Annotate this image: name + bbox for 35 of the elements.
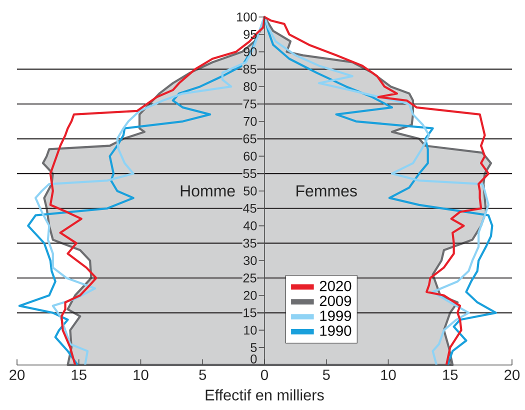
x-axis-title: Effectif en milliers xyxy=(206,389,324,400)
x-tick-label: 10 xyxy=(381,370,396,380)
y-tick-label: 45 xyxy=(243,204,256,213)
legend-label: 1990 xyxy=(320,326,352,336)
x-tick-label: 5 xyxy=(199,370,206,380)
y-tick-label: 0 xyxy=(250,354,257,364)
y-tick-label: 5 xyxy=(250,343,257,352)
y-tick-label: 40 xyxy=(243,221,257,230)
x-tick-label: 15 xyxy=(72,370,86,380)
y-tick-label: 10 xyxy=(244,326,257,335)
y-tick-label: 85 xyxy=(243,64,256,74)
annotation: Homme xyxy=(180,185,235,197)
y-tick-label: 35 xyxy=(243,238,256,248)
y-tick-label: 100 xyxy=(237,12,257,22)
x-tick-label: 20 xyxy=(10,370,25,380)
x-tick-label: 5 xyxy=(322,370,330,380)
y-tick-label: 55 xyxy=(243,169,256,178)
y-tick-label: 75 xyxy=(243,100,256,108)
legend-label: 2009 xyxy=(320,296,352,306)
x-tick-label: 10 xyxy=(134,370,148,380)
y-tick-label: 50 xyxy=(244,186,257,196)
y-tick-label: 20 xyxy=(244,290,257,300)
x-tick-label: 0 xyxy=(260,370,268,380)
y-tick-label: 80 xyxy=(244,82,257,92)
legend-label: 1999 xyxy=(320,310,352,322)
x-tick-label: 20 xyxy=(504,370,520,380)
annotation: Femmes xyxy=(296,185,357,197)
y-tick-label: 65 xyxy=(243,134,256,144)
x-tick-label: 15 xyxy=(443,370,458,380)
y-tick-label: 70 xyxy=(244,116,257,126)
y-tick-label: 25 xyxy=(243,274,256,282)
y-tick-label: 60 xyxy=(244,152,257,161)
y-tick-label: 15 xyxy=(244,308,256,318)
y-tick-label: 30 xyxy=(244,256,257,266)
legend-label: 2020 xyxy=(320,280,352,292)
